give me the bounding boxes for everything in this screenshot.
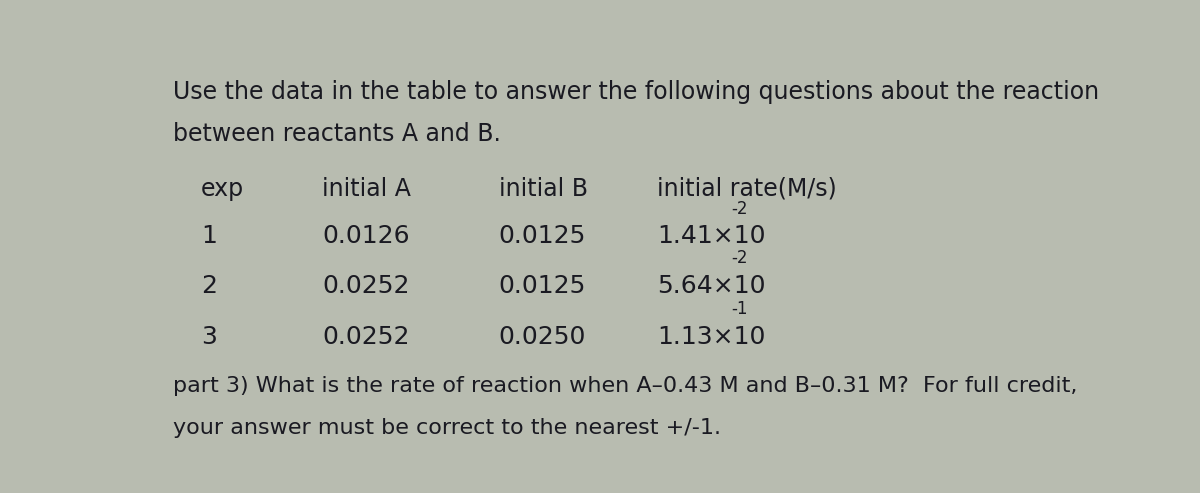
Text: 0.0250: 0.0250 <box>499 325 586 349</box>
Text: 5.64×10: 5.64×10 <box>656 274 766 298</box>
Text: part 3) What is the rate of reaction when A–0.43 M and B–0.31 M?  For full credi: part 3) What is the rate of reaction whe… <box>173 376 1078 396</box>
Text: exp: exp <box>202 177 245 201</box>
Text: between reactants A and B.: between reactants A and B. <box>173 122 502 146</box>
Text: -2: -2 <box>732 200 749 217</box>
Text: initial A: initial A <box>322 177 410 201</box>
Text: initial rate(M/s): initial rate(M/s) <box>656 177 836 201</box>
Text: 0.0252: 0.0252 <box>322 325 409 349</box>
Text: 0.0252: 0.0252 <box>322 274 409 298</box>
Text: 1.13×10: 1.13×10 <box>656 325 766 349</box>
Text: 0.0126: 0.0126 <box>322 224 409 248</box>
Text: 2: 2 <box>202 274 217 298</box>
Text: Use the data in the table to answer the following questions about the reaction: Use the data in the table to answer the … <box>173 80 1099 104</box>
Text: 3: 3 <box>202 325 217 349</box>
Text: 1.41×10: 1.41×10 <box>656 224 766 248</box>
Text: initial B: initial B <box>499 177 588 201</box>
Text: -1: -1 <box>732 300 749 318</box>
Text: 0.0125: 0.0125 <box>499 224 586 248</box>
Text: 0.0125: 0.0125 <box>499 274 586 298</box>
Text: your answer must be correct to the nearest +/-1.: your answer must be correct to the neare… <box>173 418 721 438</box>
Text: -2: -2 <box>732 249 749 267</box>
Text: 1: 1 <box>202 224 217 248</box>
